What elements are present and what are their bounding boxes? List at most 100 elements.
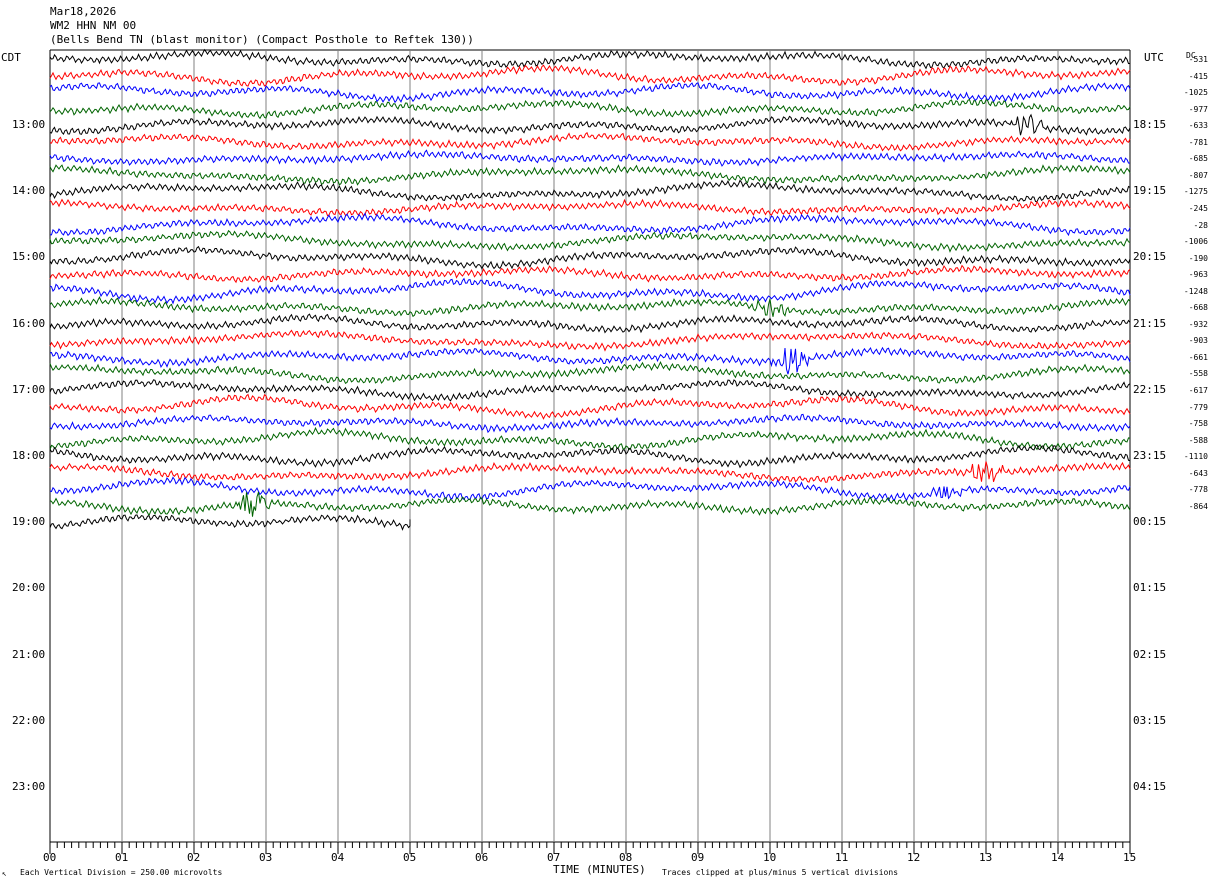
seismic-trace	[49, 461, 1131, 483]
header: Mar18,2026 WM2 HHN NM 00 (Bells Bend TN (b…	[50, 5, 474, 47]
x-tick-label: 01	[115, 851, 129, 864]
seismic-trace	[49, 491, 1131, 517]
dc-offset-label: -617	[1188, 386, 1208, 395]
dc-offset-label: -1248	[1183, 286, 1208, 296]
cdt-time-label: 23:00	[12, 780, 46, 793]
seismic-trace	[49, 82, 1131, 104]
utc-time-label: 04:15	[1133, 780, 1167, 793]
cdt-time-label: 13:00	[12, 118, 46, 131]
seismic-trace	[49, 113, 1131, 136]
seismic-trace	[49, 346, 1131, 375]
utc-time-label: 22:15	[1133, 382, 1167, 396]
utc-time-label: 03:15	[1133, 713, 1167, 727]
dc-offset-label: -963	[1188, 270, 1208, 280]
dc-offset-label: -685	[1188, 154, 1208, 164]
utc-time-label: 23:15	[1133, 449, 1167, 462]
x-tick-label: 05	[403, 851, 417, 864]
cdt-axis-label: CDT	[1, 51, 21, 64]
dc-offset-label: -661	[1188, 352, 1208, 362]
dc-offset-label: -1110	[1183, 452, 1208, 462]
dc-offset-label: -1006	[1183, 237, 1208, 247]
x-tick-label: 12	[907, 851, 921, 864]
scale-note: Each Vertical Division = 250.00 microvol…	[20, 868, 223, 877]
dc-offset-label: -633	[1188, 121, 1208, 131]
utc-time-label: 21:15	[1133, 316, 1167, 330]
utc-time-label: 01:15	[1133, 581, 1167, 595]
cdt-time-label: 17:00	[12, 382, 46, 396]
clip-note: Traces clipped at plus/minus 5 vertical …	[662, 868, 899, 877]
seismic-trace	[49, 296, 1131, 318]
dc-offset-label: -531	[1188, 55, 1208, 64]
seismic-trace	[49, 264, 1131, 284]
dc-offset-label: -588	[1188, 435, 1208, 445]
seismic-trace	[49, 444, 1131, 469]
seismic-trace	[49, 179, 1131, 203]
seismic-trace	[49, 229, 1131, 253]
dc-offset-label: -932	[1188, 319, 1208, 329]
seismic-trace	[49, 329, 1131, 352]
x-tick-label: 10	[763, 851, 777, 864]
seismic-trace	[49, 277, 1131, 305]
seismic-trace	[49, 361, 1131, 385]
seismic-trace	[49, 64, 1131, 87]
dc-offset-label: -558	[1188, 369, 1208, 379]
dc-offset-label: -977	[1188, 104, 1208, 114]
cdt-time-label: 14:00	[12, 184, 46, 198]
seismic-trace	[49, 313, 1131, 334]
cdt-time-label: 15:00	[12, 250, 46, 264]
utc-time-label: 19:15	[1133, 184, 1167, 198]
cdt-time-label: 20:00	[12, 581, 46, 595]
date-label: Mar18,2026	[50, 5, 117, 18]
seismic-trace	[49, 514, 411, 531]
seismic-trace	[49, 413, 1131, 434]
utc-time-label: 02:15	[1133, 647, 1167, 661]
x-tick-label: 11	[835, 851, 849, 864]
x-tick-label: 04	[331, 851, 345, 864]
cdt-time-label: 19:00	[12, 515, 46, 529]
dc-offset-label: -758	[1188, 419, 1208, 429]
dc-offset-label: -668	[1188, 303, 1208, 313]
seismic-trace	[49, 426, 1131, 451]
dc-offset-label: -245	[1188, 203, 1208, 213]
dc-offset-label: -779	[1188, 402, 1208, 412]
seismic-trace	[49, 245, 1131, 271]
x-tick-label: 06	[475, 851, 489, 864]
x-tick-label: 15	[1123, 851, 1137, 864]
seismic-trace	[49, 98, 1131, 120]
x-axis-title: TIME (MINUTES)	[553, 863, 646, 876]
x-tick-label: 14	[1051, 851, 1065, 864]
utc-axis-label: UTC	[1144, 51, 1164, 64]
x-tick-label: 08	[619, 851, 633, 864]
seismic-trace	[49, 164, 1131, 186]
seismic-trace	[49, 131, 1131, 152]
x-tick-label: 00	[43, 851, 57, 864]
seismic-trace	[49, 476, 1131, 502]
seismic-trace	[49, 393, 1131, 420]
cdt-time-label: 18:00	[12, 449, 46, 462]
utc-time-label: 00:15	[1133, 515, 1167, 529]
x-tick-label: 03	[259, 851, 273, 864]
cdt-time-label: 22:00	[12, 713, 46, 727]
dc-offset-label: -1025	[1183, 88, 1208, 98]
dc-offset-label: -781	[1188, 137, 1208, 147]
seismic-trace	[49, 212, 1131, 237]
seismic-trace	[49, 149, 1131, 167]
cdt-time-label: 21:00	[12, 647, 46, 661]
dc-offset-label: -903	[1188, 336, 1208, 346]
x-tick-label: 13	[979, 851, 993, 864]
dc-offset-label: -1275	[1183, 187, 1208, 197]
dc-offset-label: -778	[1188, 485, 1208, 495]
dc-label: DC	[1186, 51, 1196, 60]
cdt-time-label: 16:00	[12, 316, 46, 330]
dc-offset-label: -415	[1188, 71, 1208, 81]
station-label: WM2 HHN NM 00	[50, 19, 137, 32]
utc-time-label: 18:15	[1133, 118, 1167, 131]
dc-offset-label: -864	[1188, 501, 1208, 511]
x-tick-label: 02	[187, 851, 201, 864]
seismic-trace	[49, 379, 1131, 402]
dc-offset-label: -643	[1188, 468, 1208, 478]
x-tick-label: 07	[547, 851, 561, 864]
dc-offset-label: -28	[1193, 220, 1208, 230]
dc-offset-label: -807	[1188, 170, 1208, 180]
